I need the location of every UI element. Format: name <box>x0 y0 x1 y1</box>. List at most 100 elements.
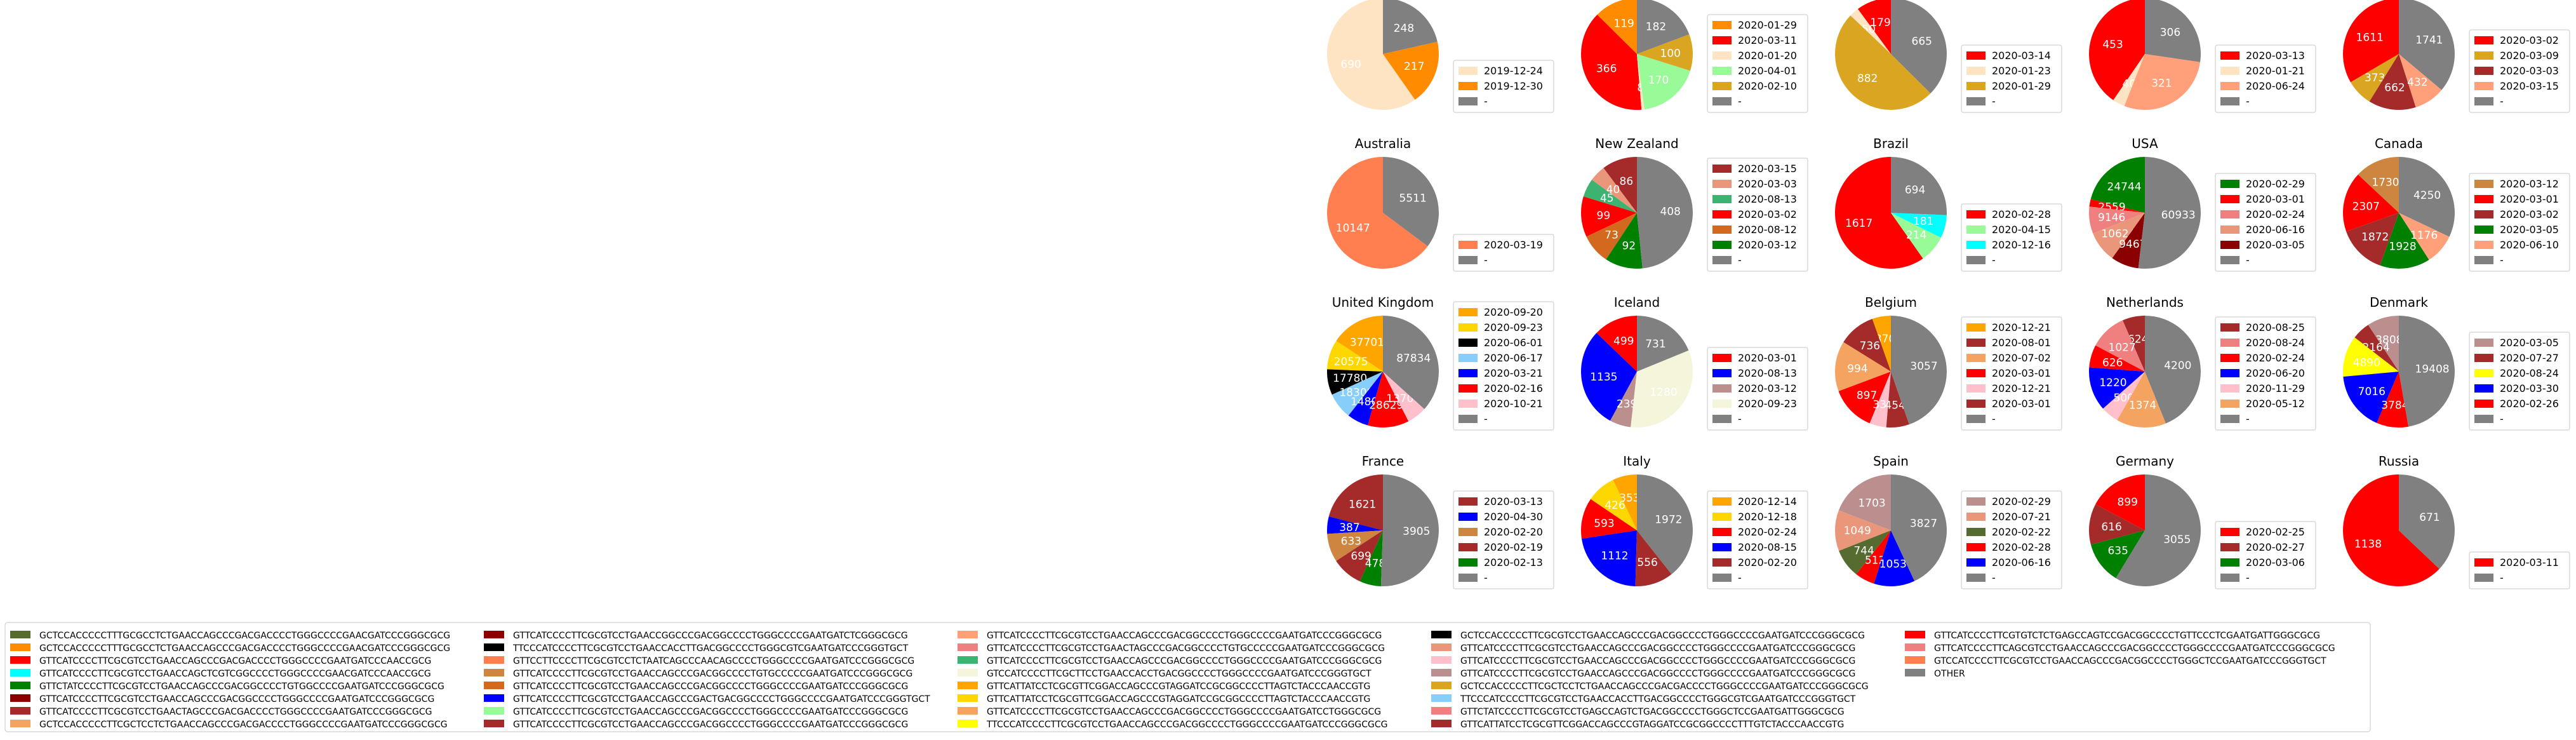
pie-slice <box>1580 15 1642 111</box>
legend-swatch <box>958 643 978 651</box>
legend-swatch <box>1458 354 1478 362</box>
slice-value-label: 1374 <box>2129 400 2156 412</box>
legend-swatch <box>2474 415 2493 423</box>
legend-swatch <box>10 631 30 638</box>
pie-denmark: Denmark38082164489070163784194082020-03-… <box>2343 295 2570 431</box>
legend-swatch <box>484 656 504 664</box>
legend-swatch <box>2474 97 2493 105</box>
legend-swatch <box>1966 574 1985 582</box>
pie-slice <box>1835 510 1891 551</box>
legend-swatch <box>1458 497 1478 506</box>
legend-swatch <box>1966 369 1985 377</box>
legend-swatch <box>958 669 978 676</box>
pie-slice <box>1603 157 1637 213</box>
legend-entry-label: - <box>1484 413 1488 425</box>
pie-legend: 2019-12-24 2019-12-30 - <box>1453 60 1554 113</box>
slice-value-label: 899 <box>2118 496 2138 509</box>
pie-new-zealand: New Zealand8640459973924082020-03-152020… <box>1581 136 1808 272</box>
slice-value-label: 37701 <box>1350 337 1384 349</box>
slice-value-label: 1176 <box>2410 229 2438 242</box>
pie-title: Australia <box>1355 136 1411 151</box>
slice-value-label: 7016 <box>2358 386 2386 398</box>
pie-legend: 2020-12-14 2020-12-18 2020-02-24 2020-08-15… <box>1707 490 1808 589</box>
slice-value-label: 478 <box>1365 557 1385 570</box>
legend-swatch <box>1966 256 1985 264</box>
legend-entry-label: 2020-06-17 <box>1484 352 1543 364</box>
bottom-legend: GCTCCACCCCCTTTGCGCCTCTGAACCAGCCCGACGACCC… <box>4 622 2371 732</box>
pie-slice <box>1359 530 1383 586</box>
legend-entry-label: 2020-12-14 <box>1738 495 1797 508</box>
pie-slice <box>2117 372 2166 427</box>
pie-legend: 2020-09-20 2020-09-23 2020-06-01 2020-06-17… <box>1453 301 1554 431</box>
legend-swatch <box>2474 195 2493 203</box>
legend-entry-label: 2020-12-16 <box>1992 239 2051 251</box>
legend-swatch <box>1712 369 1732 377</box>
legend-entry-label: 2020-12-21 <box>1992 382 2051 394</box>
legend-swatch <box>1712 195 1732 203</box>
pie-slice <box>2089 0 2145 100</box>
legend-entry-label: 2020-02-13 <box>1484 556 1543 568</box>
legend-swatch <box>1458 97 1478 105</box>
legend-frame <box>2469 332 2570 431</box>
pie-slice <box>1383 372 1425 422</box>
pie-russia: Russia 1138 671 2020-03-11 - <box>2343 454 2570 589</box>
legend-entry-label: 2020-02-24 <box>2246 208 2305 220</box>
slice-value-label: 248 <box>1394 22 1414 35</box>
legend-swatch <box>1712 513 1732 521</box>
slice-value-label: 306 <box>2160 26 2180 39</box>
legend-swatch <box>1966 339 1985 347</box>
slice-value-label: 19408 <box>2415 363 2450 375</box>
legend-swatch <box>10 656 30 664</box>
pie-slice <box>2089 199 2145 213</box>
legend-frame <box>1453 234 1554 272</box>
legend-sequence-label: GTTCATCCCCTTCGCGTCCTGAACCAGCCCGACTGACGGC… <box>513 694 930 704</box>
legend-entry-label: 2020-04-01 <box>1738 65 1797 77</box>
pie-slice <box>1348 372 1383 426</box>
legend-entry-label: - <box>1738 572 1742 584</box>
slice-value-label: 593 <box>1594 517 1614 530</box>
legend-entry-label: 2020-06-10 <box>2500 239 2559 251</box>
legend-frame <box>1707 158 1808 272</box>
legend-swatch <box>2220 82 2239 90</box>
pie-slice <box>2112 213 2145 269</box>
legend-entry-label: 2020-02-20 <box>1484 526 1543 538</box>
legend-swatch <box>1966 400 1985 408</box>
legend-entry-label: 2020-09-20 <box>1484 306 1543 318</box>
slice-value-label: 3055 <box>2163 534 2191 546</box>
pies-layer: Mainland China6902172482019-12-242019-12… <box>1327 0 2570 589</box>
legend-sequence-label: GTTCATCCCCTTCGCGTCCTGAACCAGCCCGACGGCCCCT… <box>1460 669 1855 679</box>
pie-slice <box>2399 213 2450 260</box>
pie-slice <box>1891 316 1947 425</box>
legend-entry-label: 2020-03-03 <box>1738 178 1797 190</box>
legend-entry-label: 2020-07-21 <box>1992 511 2051 523</box>
legend-entry-label: 2019-12-24 <box>1484 65 1543 77</box>
legend-swatch <box>2220 210 2239 219</box>
pie-legend: 2020-03-05 2020-07-27 2020-08-24 2020-03-30… <box>2469 332 2570 431</box>
legend-sequence-label: GTTCATCCCCTTCGCGTCCTGAACCAGCCCGACGGCCCCT… <box>513 720 908 730</box>
legend-swatch <box>1966 354 1985 362</box>
pie-slice <box>2122 316 2145 372</box>
slice-value-label: 20575 <box>1334 356 1368 368</box>
legend-swatch <box>1712 400 1732 408</box>
slice-value-label: 181 <box>1913 215 1933 228</box>
legend-sequence-label: OTHER <box>1934 669 1965 679</box>
legend-swatch <box>2220 415 2239 423</box>
legend-entry-label: 2020-03-06 <box>2246 556 2305 568</box>
pie-slice <box>2380 213 2429 269</box>
legend-entry-label: 2020-03-13 <box>2246 50 2305 62</box>
pie-slice <box>1383 41 1439 100</box>
legend-sequence-label: TTCCCATCCCCTTCGCGTCCTGAACCACCTTGACGGCCCC… <box>1460 694 1856 704</box>
legend-swatch <box>2220 225 2239 234</box>
pie-slice <box>2089 367 2145 409</box>
legend-swatch <box>1458 543 1478 551</box>
legend-entry-label: 2020-01-21 <box>2246 65 2305 77</box>
legend-entry-label: 2020-02-20 <box>1738 556 1797 568</box>
slice-value-label: 736 <box>1860 340 1880 353</box>
legend-entry-label: 2020-01-20 <box>1738 50 1797 62</box>
slice-value-label: 616 <box>2101 521 2121 534</box>
legend-entry-label: 2020-06-20 <box>2246 367 2305 379</box>
legend-frame <box>1453 301 1554 431</box>
slice-value-label: 1053 <box>1879 558 1907 571</box>
legend-entry-label: 2020-03-09 <box>2500 50 2559 62</box>
pie-legend: 2020-12-21 2020-08-01 2020-07-02 2020-03-01… <box>1961 316 2062 431</box>
